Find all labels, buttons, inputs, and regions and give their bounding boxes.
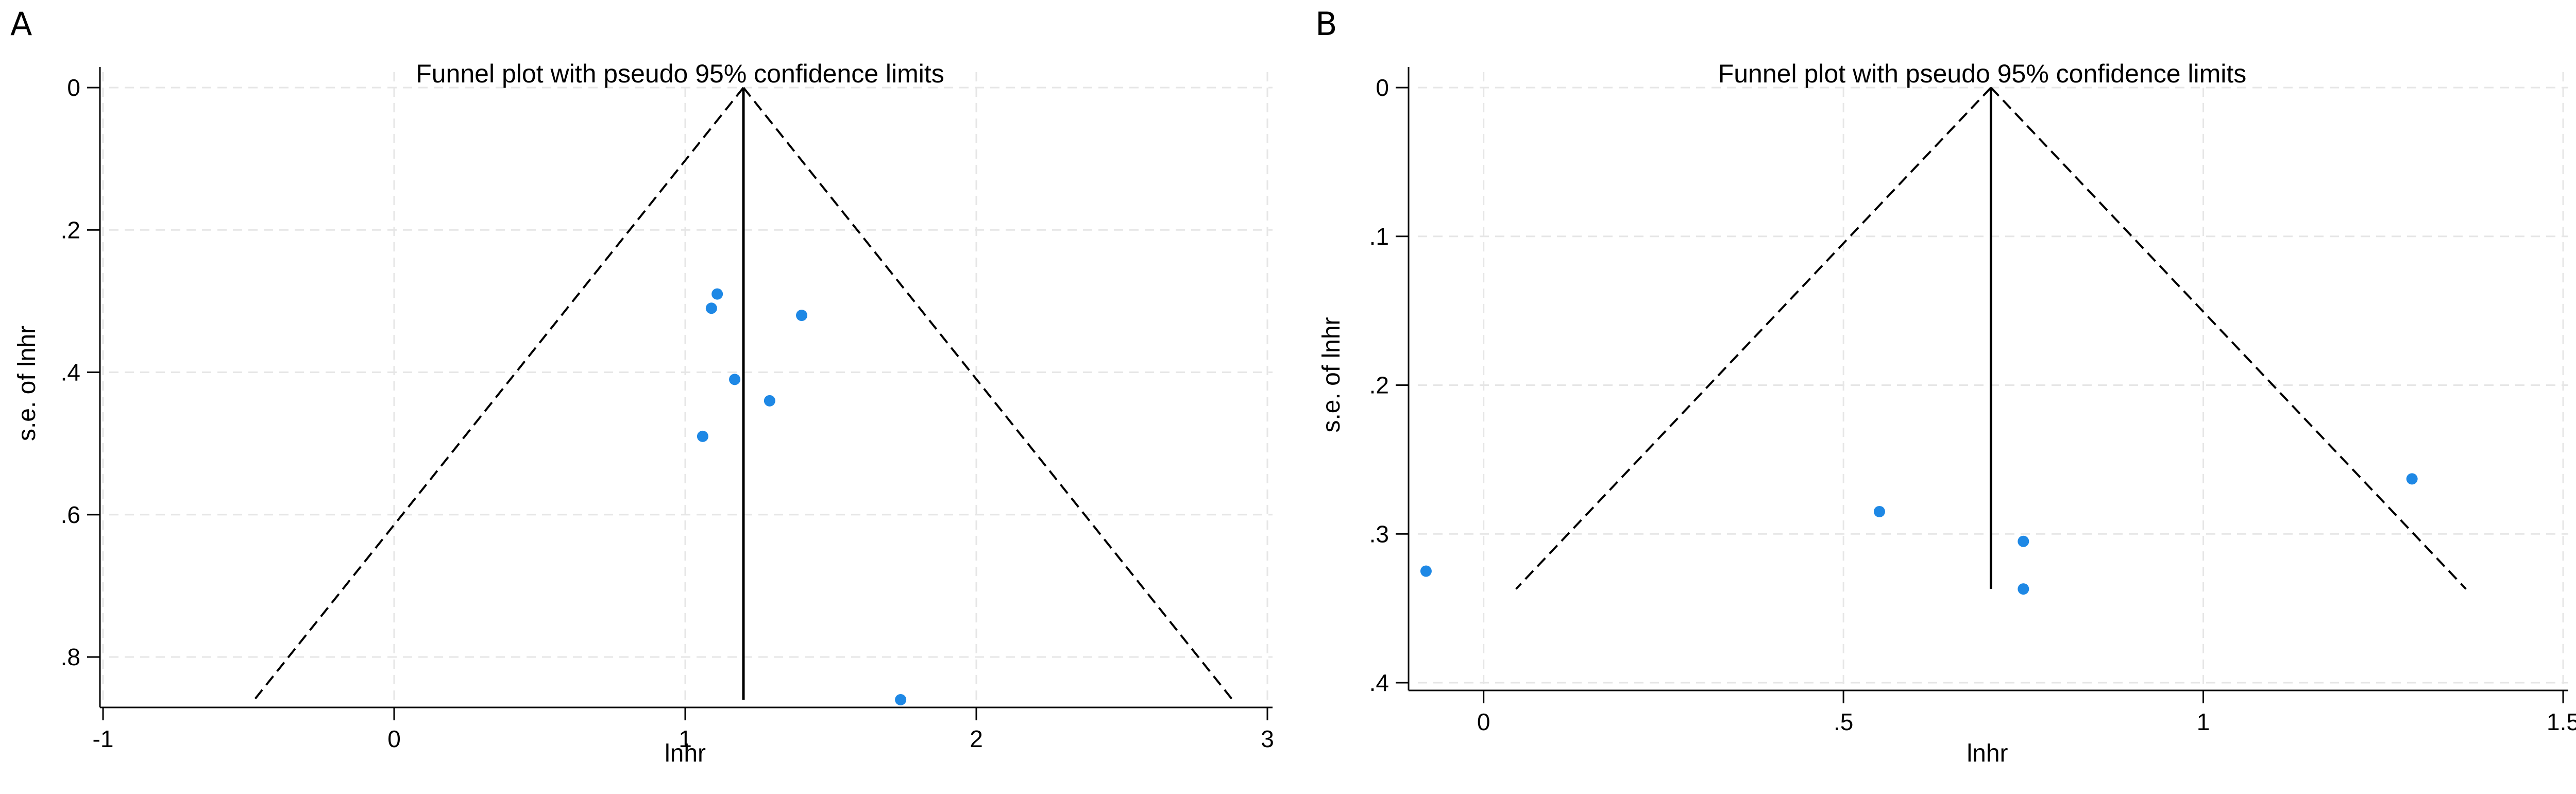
x-tick-label: 1 <box>2197 708 2210 735</box>
ci-limit-right <box>742 87 1233 701</box>
x-tick-label: 0 <box>387 725 401 752</box>
y-tick-label: .6 <box>61 501 80 528</box>
y-tick-label: .8 <box>61 644 80 670</box>
y-tick-label: 0 <box>67 74 80 101</box>
x-tick-label: 1 <box>679 725 692 752</box>
chart-title: Funnel plot with pseudo 95% confidence l… <box>1718 59 2247 88</box>
y-tick-label: .1 <box>1369 223 1389 250</box>
x-tick-label: 0 <box>1477 708 1490 735</box>
study-point <box>1420 565 1432 577</box>
panel-label: A <box>10 5 32 43</box>
funnel-plot-chart: -1 0 1 2 3 0 .2 .4 .6 .8 Funnel plot with pseudo 9… <box>13 59 1274 767</box>
y-tick-label: .4 <box>1369 669 1389 696</box>
x-tick-label: 2 <box>970 725 983 752</box>
study-point <box>729 374 741 385</box>
y-tick-label: .3 <box>1369 520 1389 547</box>
ci-limit-left <box>253 87 744 701</box>
y-tick-label: 0 <box>1376 74 1389 101</box>
funnel-plot-chart: 0 .5 1 1.5 0 .1 .2 .3 .4 Funnel plot with pseudo … <box>1318 59 2576 767</box>
funnel-plot-panel-a: A -1 0 1 2 3 0 .2 .4 .6 .8 Funnel plot with pseudo… <box>10 5 1274 767</box>
study-point <box>697 430 708 442</box>
gridlines <box>102 72 1273 705</box>
ci-limit-left <box>1515 87 1992 590</box>
y-axis-label: s.e. of lnhr <box>1318 317 1345 432</box>
study-point <box>2406 473 2418 485</box>
chart-title: Funnel plot with pseudo 95% confidence l… <box>416 59 944 88</box>
panel-label: B <box>1315 5 1337 43</box>
study-point <box>764 395 775 407</box>
x-tick-label: 3 <box>1261 725 1274 752</box>
study-point <box>895 694 907 705</box>
study-point <box>796 310 807 322</box>
y-tick-label: .2 <box>1369 372 1389 399</box>
ci-limit-right <box>1990 87 2467 590</box>
study-point <box>2018 535 2029 547</box>
x-axis-label: lnhr <box>665 740 706 767</box>
funnel-plot-panel-b: B 0 .5 1 1.5 0 .1 .2 .3 .4 Funnel plot with pseud… <box>1296 0 2576 794</box>
study-point <box>711 288 723 300</box>
x-axis-label: lnhr <box>1967 740 2008 767</box>
y-tick-label: .4 <box>61 359 80 386</box>
y-axis-label: s.e. of lnhr <box>13 326 41 441</box>
x-tick-label: .5 <box>1834 708 1853 735</box>
gridlines <box>1418 72 2568 688</box>
study-point <box>705 302 717 314</box>
x-tick-label: -1 <box>93 725 114 752</box>
x-tick-label: 1.5 <box>2547 708 2576 735</box>
y-tick-label: .2 <box>61 216 80 243</box>
study-point <box>2018 583 2029 595</box>
study-point <box>1873 505 1885 517</box>
